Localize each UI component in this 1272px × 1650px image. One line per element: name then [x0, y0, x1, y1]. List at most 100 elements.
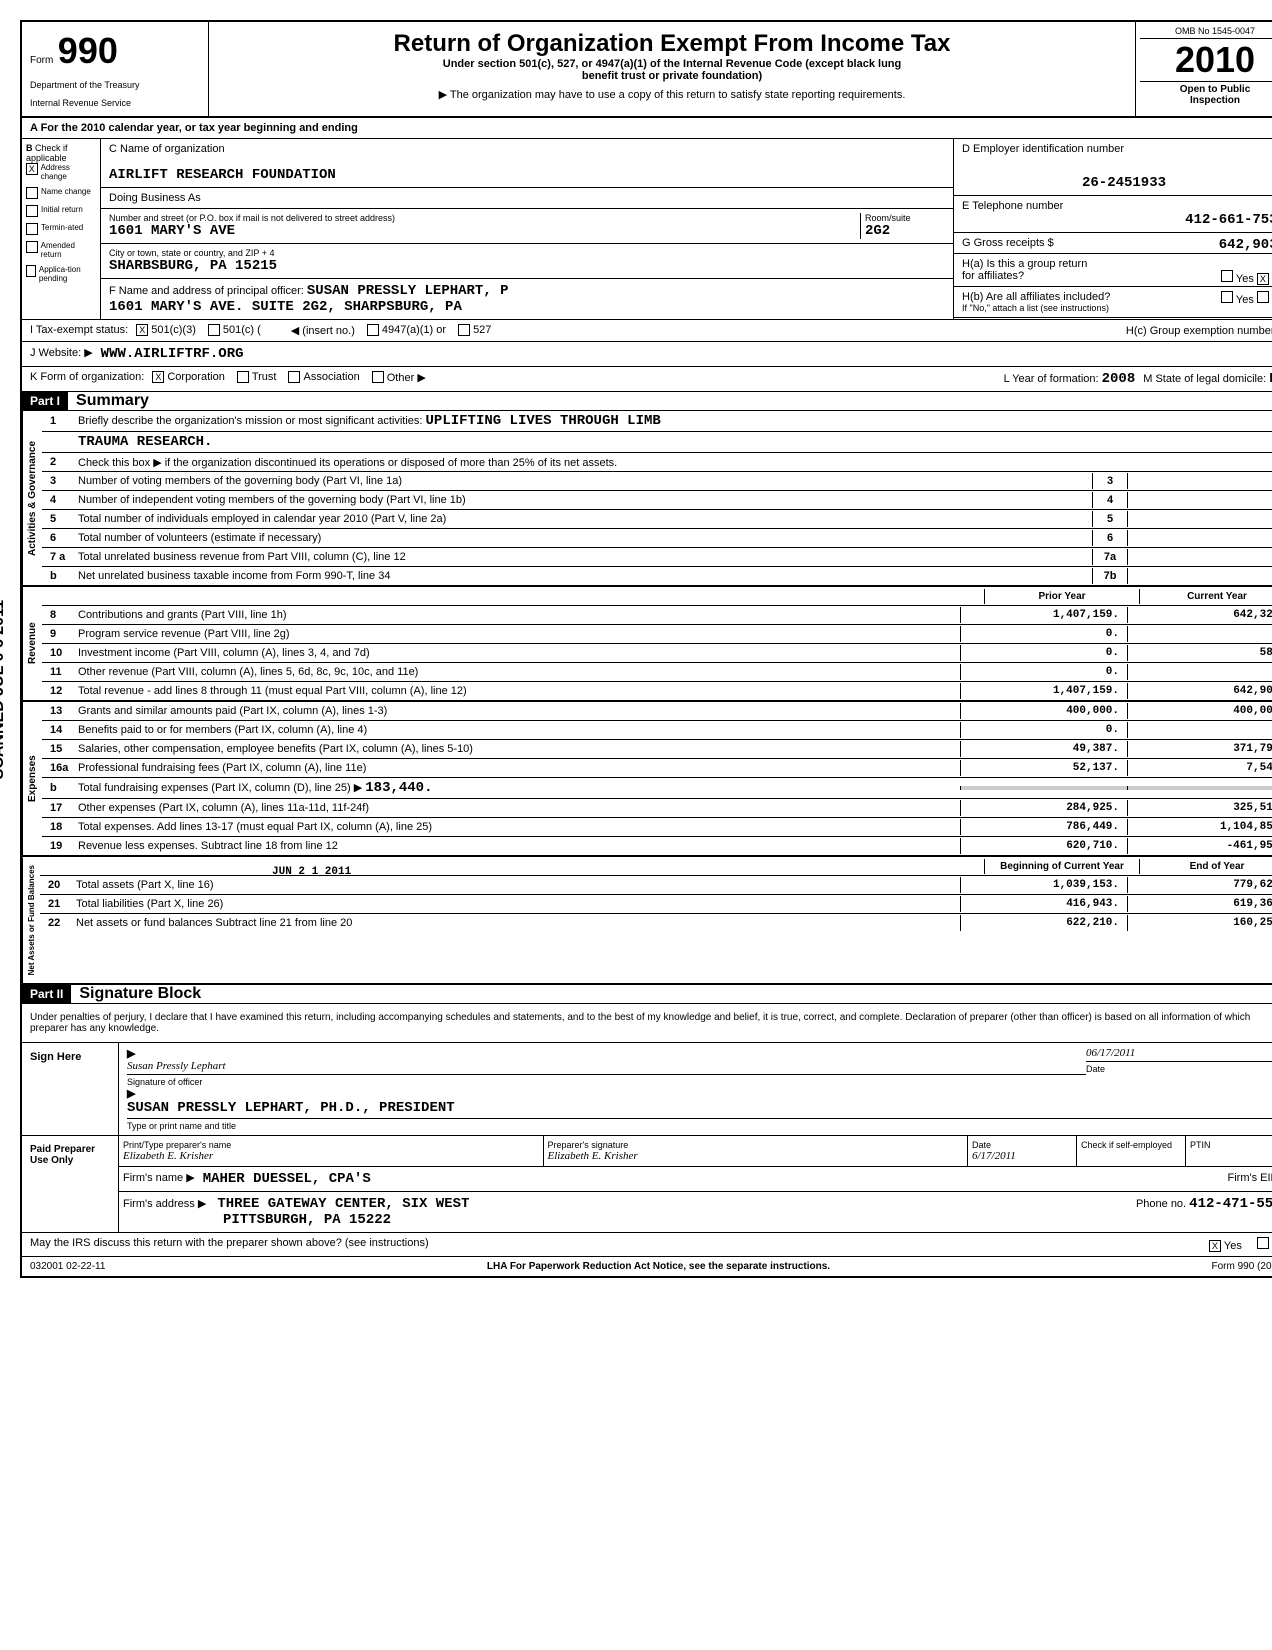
- subtitle-2: benefit trust or private foundation): [217, 70, 1127, 82]
- footer-lha: LHA For Paperwork Reduction Act Notice, …: [487, 1261, 830, 1272]
- city-label: City or town, state or country, and ZIP …: [109, 248, 945, 258]
- 527-checkbox[interactable]: [458, 324, 470, 336]
- assoc-checkbox[interactable]: [288, 371, 300, 383]
- initial-return-checkbox[interactable]: [26, 205, 38, 217]
- e-label: E Telephone number: [962, 200, 1063, 212]
- dept-treasury: Department of the Treasury: [30, 80, 200, 90]
- form-990-container: Form 990 Department of the Treasury Inte…: [20, 20, 1272, 1278]
- p21: 416,943.: [960, 896, 1127, 912]
- val-7a: 0.: [1127, 549, 1272, 565]
- c10: 582.: [1127, 645, 1272, 661]
- p22: 622,210.: [960, 915, 1127, 931]
- val-5: 4: [1127, 511, 1272, 527]
- c22: 160,258.: [1127, 915, 1272, 931]
- name-label: Type or print name and title: [127, 1121, 1272, 1131]
- c-label: C Name of organization: [109, 143, 945, 155]
- 4947-checkbox[interactable]: [367, 324, 379, 336]
- i-label: I Tax-exempt status:: [30, 324, 128, 337]
- year-box: OMB No 1545-0047 2010 Open to Public Ins…: [1136, 22, 1272, 116]
- discuss-no-checkbox[interactable]: [1257, 1237, 1269, 1249]
- perjury-statement: Under penalties of perjury, I declare th…: [22, 1004, 1272, 1043]
- date-label: Date: [1086, 1064, 1272, 1074]
- other-checkbox[interactable]: [372, 371, 384, 383]
- footer-code: 032001 02-22-11: [30, 1261, 105, 1272]
- terminated-checkbox[interactable]: [26, 223, 38, 235]
- preparer-name: Elizabeth E. Krisher: [123, 1150, 539, 1162]
- phone: 412-661-7538: [962, 212, 1272, 228]
- exp-label: Expenses: [22, 702, 42, 855]
- open-public-2: Inspection: [1140, 95, 1272, 106]
- tax-year: 2010: [1140, 39, 1272, 81]
- val-6: 10: [1127, 530, 1272, 546]
- dba-label: Doing Business As: [101, 188, 953, 209]
- p19: 620,710.: [960, 838, 1127, 854]
- val-4: 9: [1127, 492, 1272, 508]
- section-d-h: D Employer identification number 26-2451…: [954, 139, 1272, 319]
- val-7b: 0.: [1127, 568, 1272, 584]
- sig-label: Signature of officer: [127, 1077, 1086, 1087]
- d-label: D Employer identification number: [962, 143, 1272, 155]
- firm-name: MAHER DUESSEL, CPA'S: [203, 1171, 371, 1187]
- scanned-stamp: SCANNED JUL 0 6 2011: [0, 600, 8, 779]
- firm-phone: 412-471-5500: [1189, 1196, 1272, 1212]
- dept-irs: Internal Revenue Service: [30, 98, 200, 108]
- c16: 7,549.: [1127, 760, 1272, 776]
- reporting-note: ▶ The organization may have to use a cop…: [217, 88, 1127, 101]
- section-a: A For the 2010 calendar year, or tax yea…: [22, 118, 1272, 139]
- p17: 284,925.: [960, 800, 1127, 816]
- amended-checkbox[interactable]: [26, 241, 38, 253]
- firm-addr-2: PITTSBURGH, PA 15222: [223, 1212, 469, 1228]
- f-label: F Name and address of principal officer:: [109, 285, 304, 297]
- officer-signature: Susan Pressly Lephart: [127, 1060, 1086, 1075]
- h-a-label: H(a) Is this a group return: [962, 258, 1272, 270]
- p13: 400,000.: [960, 703, 1127, 719]
- form-label: Form: [30, 55, 53, 66]
- corp-checkbox[interactable]: X: [152, 371, 164, 383]
- c14: 0.: [1127, 722, 1272, 738]
- org-info-row: B Check if applicable XAddress change Na…: [22, 139, 1272, 320]
- open-public-1: Open to Public: [1140, 81, 1272, 95]
- hb-yes-checkbox[interactable]: [1221, 291, 1233, 303]
- officer-address: 1601 MARY'S AVE. SUITE 2G2, SHARPSBURG, …: [109, 299, 945, 315]
- footer-form: Form 990 (2010): [1212, 1261, 1272, 1272]
- ha-no-checkbox[interactable]: X: [1257, 273, 1269, 285]
- rev-label: Revenue: [22, 587, 42, 700]
- p12: 1,407,159.: [960, 683, 1127, 699]
- p16: 52,137.: [960, 760, 1127, 776]
- current-year-header: Current Year: [1139, 589, 1272, 604]
- sign-here-label: Sign Here: [22, 1043, 119, 1135]
- discuss-yes-checkbox[interactable]: X: [1209, 1240, 1221, 1252]
- 501c3-checkbox[interactable]: X: [136, 324, 148, 336]
- paid-preparer-label: Paid Preparer Use Only: [22, 1136, 119, 1232]
- address-change-checkbox[interactable]: X: [26, 163, 38, 175]
- hb-no-checkbox[interactable]: [1257, 291, 1269, 303]
- val-3: 10: [1127, 473, 1272, 489]
- p8: 1,407,159.: [960, 607, 1127, 623]
- 501c-checkbox[interactable]: [208, 324, 220, 336]
- application-checkbox[interactable]: [26, 265, 36, 277]
- website: WWW.AIRLIFTRF.ORG: [101, 346, 244, 362]
- addr-label: Number and street (or P.O. box if mail i…: [109, 213, 860, 223]
- part-1-header: Part I: [22, 392, 68, 410]
- street-address: 1601 MARY'S AVE: [109, 223, 860, 239]
- c20: 779,627.: [1127, 877, 1272, 893]
- part-1-title: Summary: [76, 392, 149, 410]
- name-change-checkbox[interactable]: [26, 187, 38, 199]
- prep-date: 6/17/2011: [972, 1150, 1072, 1162]
- section-b-checks: B Check if applicable XAddress change Na…: [22, 139, 101, 319]
- p9: 0.: [960, 626, 1127, 642]
- officer-printed-name: SUSAN PRESSLY LEPHART, PH.D., PRESIDENT: [127, 1100, 1272, 1119]
- g-label: G Gross receipts $: [962, 237, 1054, 249]
- subtitle-1: Under section 501(c), 527, or 4947(a)(1)…: [217, 58, 1127, 70]
- title-box: Return of Organization Exempt From Incom…: [209, 22, 1136, 116]
- form-header: Form 990 Department of the Treasury Inte…: [22, 22, 1272, 118]
- trust-checkbox[interactable]: [237, 371, 249, 383]
- ha-yes-checkbox[interactable]: [1221, 270, 1233, 282]
- gov-label: Activities & Governance: [22, 411, 42, 585]
- city-state-zip: SHARBSBURG, PA 15215: [109, 258, 945, 274]
- gross-receipts: 642,903.: [1219, 237, 1272, 253]
- room-suite: 2G2: [865, 223, 945, 239]
- j-label: J Website: ▶: [30, 346, 93, 362]
- boy-header: Beginning of Current Year: [984, 859, 1139, 874]
- received-stamp: JUN 2 1 2011: [272, 866, 351, 878]
